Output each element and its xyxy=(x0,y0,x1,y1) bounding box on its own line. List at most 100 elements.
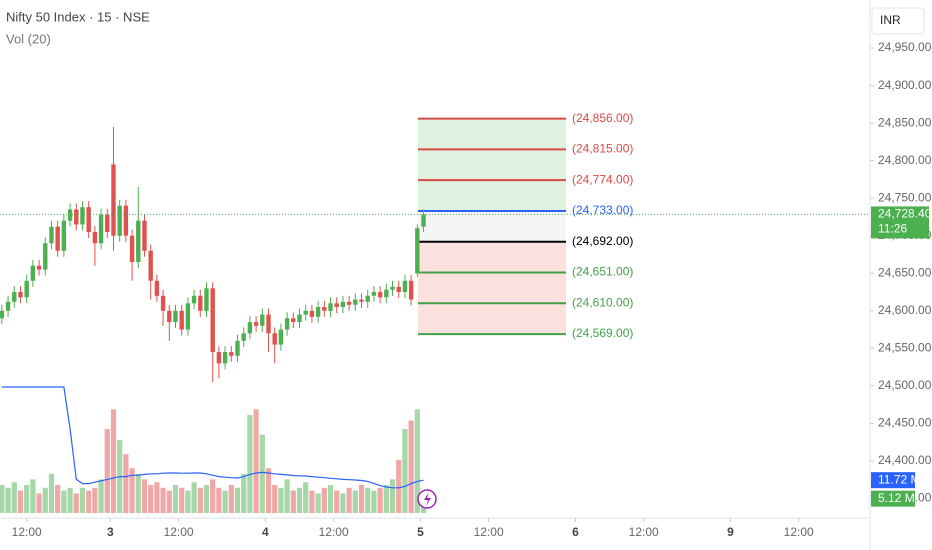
volume-bar xyxy=(383,485,389,513)
candle-body xyxy=(92,231,98,244)
volume-bar xyxy=(123,454,129,513)
candle-body xyxy=(111,164,116,236)
candle-body xyxy=(408,280,414,300)
volume-bar xyxy=(104,429,110,513)
volume-bar xyxy=(259,434,265,513)
volume-bar xyxy=(222,490,228,513)
level-label: (24,856.00) xyxy=(572,111,633,125)
x-tick-label: 12:00 xyxy=(12,525,42,539)
volume-bar xyxy=(172,485,179,513)
candle-body xyxy=(309,310,315,317)
candle-body xyxy=(272,333,277,345)
volume-bar xyxy=(154,482,160,513)
candle-body xyxy=(365,295,370,302)
candle-body xyxy=(278,329,284,345)
x-tick-label: 9 xyxy=(727,525,734,539)
volume-bar xyxy=(30,479,36,513)
level-label: (24,610.00) xyxy=(572,295,633,309)
y-tick-label: 24,500.00 xyxy=(878,378,932,392)
candle-body xyxy=(241,333,246,341)
volume-label: 11.72 M xyxy=(878,472,920,486)
x-tick-label: 12:00 xyxy=(474,525,504,539)
x-tick-label: 3 xyxy=(107,525,114,539)
volume-bar xyxy=(210,479,216,513)
candle-body xyxy=(30,265,36,281)
volume-bar xyxy=(253,409,259,513)
volume-bar xyxy=(334,490,340,513)
y-tick-label: 24,600.00 xyxy=(878,303,932,317)
candle-body xyxy=(185,303,191,330)
x-tick-label: 12:00 xyxy=(629,525,659,539)
volume-bar xyxy=(358,485,365,513)
volume-bar xyxy=(148,485,154,513)
level-label: (24,815.00) xyxy=(572,142,633,156)
volume-bar xyxy=(86,490,92,513)
volume-bar xyxy=(327,485,334,513)
candle-body xyxy=(415,228,420,274)
candle-body xyxy=(322,307,327,311)
y-tick-label: 24,550.00 xyxy=(878,341,932,355)
candle-body xyxy=(371,292,377,296)
indicator-label: Vol (20) xyxy=(6,31,51,46)
candle-body xyxy=(142,220,147,251)
level-label: (24,569.00) xyxy=(572,326,633,340)
x-tick-label: 12:00 xyxy=(784,525,814,539)
level-label: (24,692.00) xyxy=(572,234,633,248)
volume-bar xyxy=(135,473,141,513)
event-icon-glyph xyxy=(424,492,431,506)
volume-bar xyxy=(290,490,296,513)
volume-bar xyxy=(61,490,67,513)
candle-body xyxy=(105,214,110,232)
candle-body xyxy=(129,235,135,263)
candle-body xyxy=(291,318,296,323)
volume-bar xyxy=(402,429,408,513)
candle-body xyxy=(179,310,184,330)
candle-body xyxy=(0,310,5,319)
volume-bar xyxy=(296,487,303,513)
candle-body xyxy=(260,314,265,326)
volume-bar xyxy=(36,493,42,513)
candle-body xyxy=(402,280,408,293)
candle-body xyxy=(61,220,67,251)
volume-bar xyxy=(17,490,24,513)
currency[interactable]: INR xyxy=(880,13,901,27)
candle-body xyxy=(12,292,17,302)
candle-body xyxy=(359,299,364,302)
candle-body xyxy=(346,301,352,305)
volume-bar xyxy=(315,493,321,513)
volume-ma-line xyxy=(1,386,424,489)
volume-bar xyxy=(365,487,371,513)
volume-bar xyxy=(371,490,377,513)
candle-body xyxy=(18,292,23,298)
level-zone xyxy=(418,118,566,211)
candle-body xyxy=(191,295,197,304)
chart-title: Nifty 50 Index · 15 · NSE xyxy=(6,9,150,24)
candle-body xyxy=(67,209,73,221)
x-tick-label: 4 xyxy=(262,525,269,539)
volume-bar xyxy=(5,487,11,513)
candle-body xyxy=(5,301,11,311)
volume-bar xyxy=(166,490,172,513)
volume-bar xyxy=(141,479,148,513)
plot: (24,856.00) (24,815.00) (24,774.00) (24,733… xyxy=(0,111,870,513)
volume-bar xyxy=(11,482,17,513)
volume-label-box xyxy=(871,490,915,507)
y-tick-label: 24,400.00 xyxy=(878,453,932,467)
level-zone xyxy=(418,241,566,335)
candle-body xyxy=(136,220,141,263)
volume-bar xyxy=(278,487,284,513)
y-tick-label: 24,950.00 xyxy=(878,40,932,54)
candle-body xyxy=(390,286,395,290)
candle-body xyxy=(229,352,234,356)
candle-body xyxy=(117,205,122,236)
candle-body xyxy=(43,243,48,270)
candle-body xyxy=(384,289,389,298)
level-zone xyxy=(418,210,566,242)
currency-box[interactable] xyxy=(871,7,925,35)
volume-bar xyxy=(92,487,98,513)
volume-bar xyxy=(272,485,278,513)
volume-bar xyxy=(234,487,241,513)
candle-body xyxy=(297,314,302,323)
candle-body xyxy=(123,205,129,236)
